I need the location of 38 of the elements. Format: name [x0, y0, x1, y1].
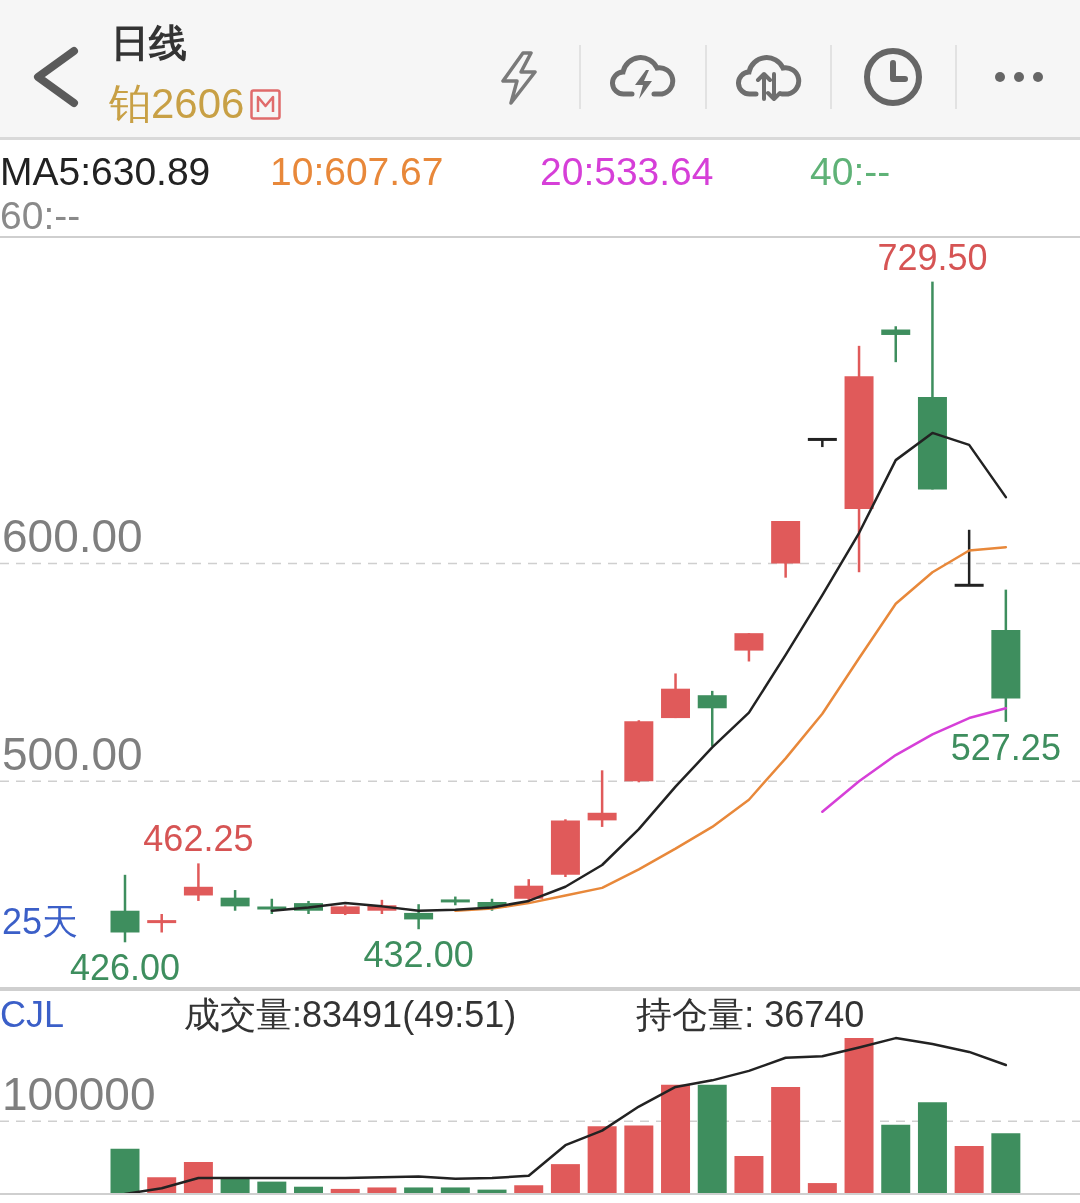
- text: 20:533.64: [540, 150, 715, 194]
- bar: [697, 1084, 727, 1194]
- text: 10:607.67: [270, 150, 445, 194]
- chart-title: CJL: [0, 994, 65, 1036]
- chart-subtitle: 铂2606: [109, 79, 245, 129]
- bar: [110, 1148, 140, 1194]
- annotation: 432.00: [363, 934, 474, 976]
- bar: [624, 1125, 654, 1194]
- bar: [514, 1185, 544, 1194]
- text: 25天: [2, 900, 79, 942]
- text: 60:--: [0, 194, 82, 238]
- bar: [404, 1187, 434, 1194]
- chart-title: 日线: [111, 21, 187, 66]
- text: MA5:630.89: [0, 150, 212, 194]
- bar: [917, 1102, 947, 1194]
- bar: [734, 1156, 764, 1194]
- annotation: 527.25: [950, 726, 1061, 768]
- bar: [183, 1161, 213, 1194]
- y-tick-label: 100000: [2, 1067, 156, 1120]
- bar: [587, 1126, 617, 1194]
- y-tick-label: 500.00: [2, 727, 143, 780]
- annotation: 462.25: [143, 818, 254, 860]
- bar: [661, 1084, 691, 1194]
- annotation: 持仓量: 36740: [636, 992, 865, 1037]
- bar: [771, 1086, 801, 1194]
- bar: [807, 1183, 837, 1194]
- annotation: 426.00: [69, 947, 181, 989]
- bar: [440, 1187, 470, 1194]
- annotation: 成交量:83491(49:51): [184, 992, 517, 1037]
- bar: [991, 1133, 1021, 1194]
- text: 40:--: [810, 150, 892, 194]
- y-tick-label: 600.00: [2, 510, 143, 563]
- bar: [550, 1164, 580, 1194]
- bar: [881, 1124, 911, 1194]
- bar: [954, 1145, 984, 1194]
- bar: [844, 1038, 874, 1194]
- bar: [367, 1187, 397, 1194]
- annotation: 729.50: [877, 236, 988, 278]
